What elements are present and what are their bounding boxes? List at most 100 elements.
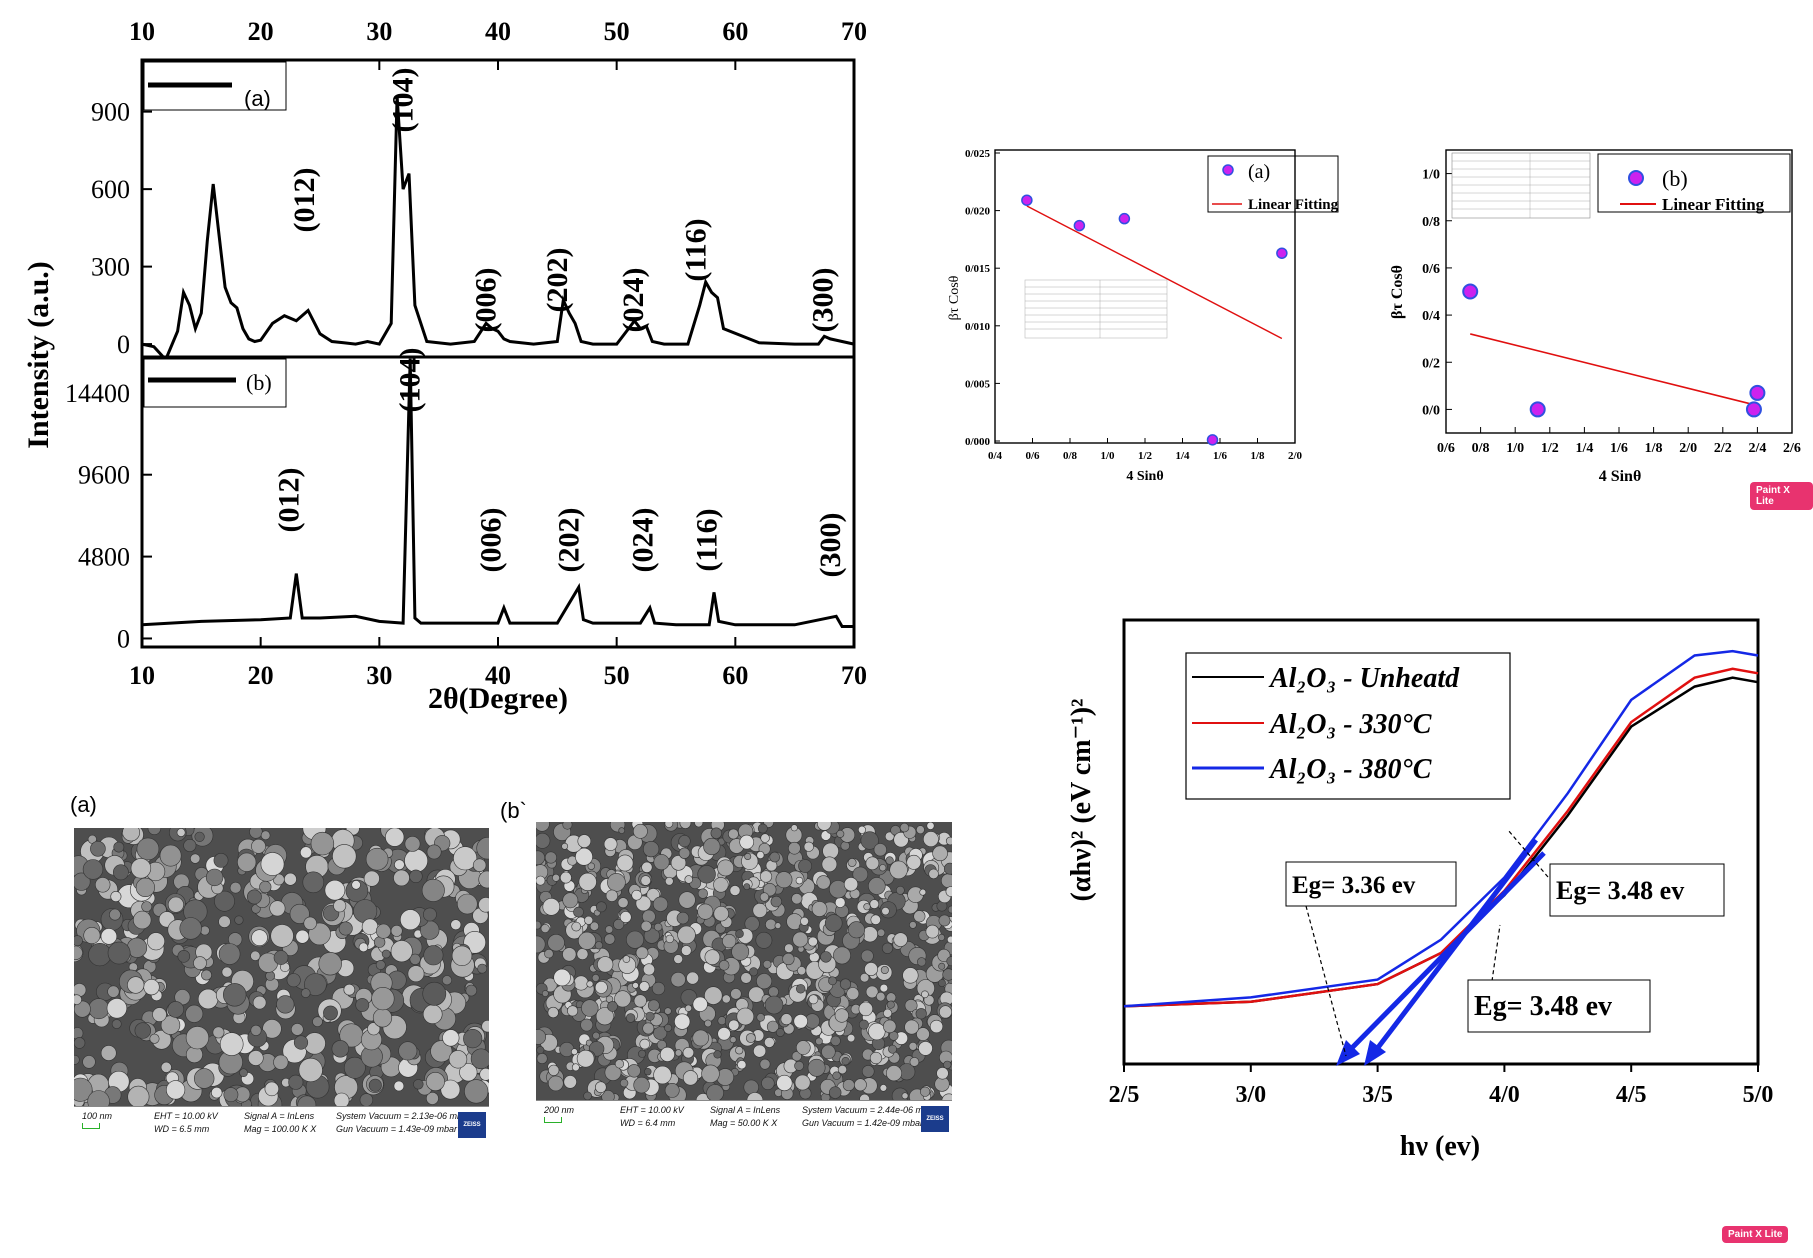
sem-grain [561, 842, 569, 850]
wh-a-points [1021, 194, 1288, 446]
sem-grain [837, 1065, 848, 1075]
sem-grain [567, 1005, 579, 1017]
sem-grain [865, 856, 880, 871]
sem-grain [541, 990, 549, 997]
sem-grain [441, 975, 452, 986]
wh-b-xtick-label: 1/2 [1541, 441, 1559, 456]
sem-grain [704, 1019, 712, 1028]
sem-grain [631, 889, 642, 901]
sem-grain [774, 922, 782, 929]
sem-grain [127, 1085, 150, 1108]
sem-grain [817, 822, 832, 831]
sem-grain [298, 1057, 323, 1083]
sem-grain [926, 822, 935, 830]
sem-grain [863, 903, 871, 911]
wh-b-xtick-label: 0/6 [1437, 441, 1455, 456]
sem-grain [221, 966, 233, 978]
sem-grain [413, 1079, 424, 1090]
sem-grain [829, 1086, 842, 1099]
sem-grain [937, 948, 951, 962]
sem-grain [797, 966, 807, 976]
sem-grain [731, 942, 750, 961]
sem-grain [938, 962, 946, 970]
sem-grain [868, 1022, 886, 1041]
wh-a-x-axis-label: 4 Sinθ [1126, 469, 1163, 484]
sem-grain [899, 822, 910, 833]
sem-grain [919, 888, 927, 896]
wh-b-chart: 0/6 0/8 1/0 1/2 1/4 1/6 1/8 2/0 2/2 2/4 2/6 0/0 0/2… [1389, 149, 1801, 485]
sem-a-vacuum: System Vacuum = 2.13e-06 mbar [336, 1111, 470, 1121]
sem-b-letter: (b` [500, 798, 527, 823]
sem-grain [828, 976, 837, 986]
sem-grain [404, 848, 429, 873]
tauc-leader-2 [1507, 829, 1549, 878]
sem-b-mag: Mag = 50.00 K X [710, 1118, 778, 1128]
sem-grain [706, 1084, 724, 1102]
sem-grain [670, 855, 687, 871]
sem-grain [214, 890, 235, 912]
sem-grain [885, 1065, 902, 1082]
sem-grain [790, 824, 798, 832]
sem-grain [453, 846, 478, 871]
xrd-bottom-yticks: 0 4800 9600 14400 [65, 379, 152, 653]
sem-grain [110, 890, 122, 902]
sem-grain [111, 1019, 122, 1029]
sem-grain [74, 1000, 91, 1018]
sem-grain [234, 915, 244, 925]
sem-a-info-bar: 100 nm EHT = 10.00 kV WD = 6.5 mm Signal… [74, 1106, 489, 1141]
sem-grain [883, 1008, 893, 1018]
sem-grain [729, 885, 741, 896]
sem-grain [603, 837, 618, 851]
sem-grain [544, 948, 554, 959]
sem-grain [906, 854, 922, 870]
sem-grain [873, 843, 887, 857]
sem-grain [765, 918, 777, 931]
sem-grain [888, 1044, 897, 1054]
sem-grain [865, 985, 879, 999]
tauc-leader-3 [1489, 924, 1501, 996]
tauc-y-axis-label: (αhν)² (eV cm⁻¹)² [1066, 699, 1097, 902]
xrd-top-xtick-label: 70 [841, 17, 867, 46]
sem-grain [596, 901, 607, 913]
wh-b-fit-line [1470, 333, 1755, 406]
tauc-xtick-label: 5/0 [1743, 1082, 1774, 1108]
sem-grain [833, 946, 851, 965]
sem-grain [113, 864, 129, 881]
xrd-top-ytick-label: 300 [91, 253, 130, 282]
sem-grain [664, 822, 674, 828]
tauc-tangent-2-head [1364, 1040, 1386, 1066]
sem-b-scalebar [544, 1117, 562, 1123]
sem-grain [704, 949, 721, 965]
sem-grain [614, 990, 632, 1008]
sem-grain [250, 1024, 262, 1036]
wh-a-point [1073, 219, 1086, 232]
sem-grain [682, 1070, 699, 1086]
xrd-bottom-ytick-label: 4800 [78, 543, 130, 572]
sem-grain [276, 995, 295, 1014]
sem-grain [333, 899, 347, 913]
wh-a-stats-table [1024, 279, 1168, 339]
sem-grain [639, 981, 650, 992]
sem-grain [853, 1078, 867, 1092]
wh-a-xtick-label: 0/6 [1025, 450, 1040, 462]
sem-grain [269, 900, 286, 917]
sem-grain [481, 1020, 489, 1033]
sem-grain [870, 914, 881, 925]
sem-grain [652, 896, 669, 912]
tauc-x-axis-label: hν (ev) [1400, 1131, 1480, 1162]
sem-grain [218, 943, 241, 965]
sem-grain [735, 1046, 744, 1055]
sem-grain [371, 987, 395, 1011]
sem-grain [653, 922, 663, 932]
sem-grain [664, 1023, 673, 1032]
wh-b-ytick-label: 0/8 [1422, 215, 1440, 230]
sem-grain [846, 987, 860, 1000]
sem-grain [679, 822, 692, 829]
sem-grain [678, 847, 691, 859]
sem-grain [88, 998, 110, 1020]
sem-grain [375, 959, 386, 970]
sem-grain [839, 978, 852, 990]
sem-grain [893, 932, 908, 947]
sem-grain [464, 1079, 489, 1104]
sem-grain [607, 1001, 618, 1012]
